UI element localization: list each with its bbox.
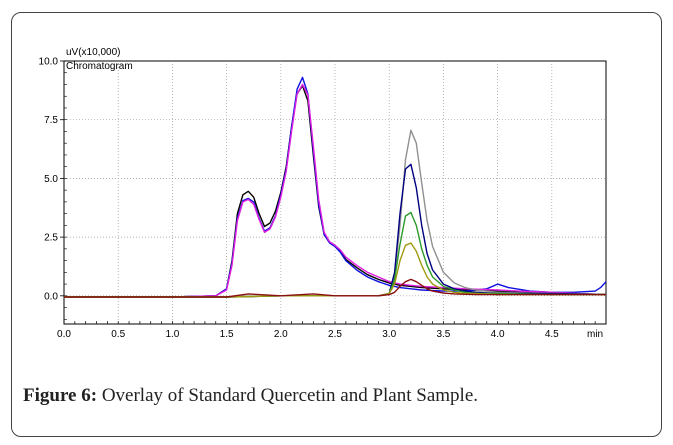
y-tick-label: 2.5 [44,233,58,244]
x-tick-label: 4.5 [545,329,559,340]
figure-caption: Figure 6: Overlay of Standard Quercetin … [23,385,478,407]
series-lines [64,76,607,298]
series-line [64,76,607,298]
x-tick-label: 3.5 [436,329,450,340]
x-tick-label: 0.5 [111,329,125,340]
x-tick-label: 1.0 [165,329,179,340]
x-axis-label: min [587,329,603,340]
chart-title: Chromatogram [66,61,133,72]
y-tick-label: 7.5 [44,115,58,126]
y-axis-label: uV(x10,000) [66,47,120,58]
x-tick-label: 3.0 [382,329,396,340]
figure-caption-text: Overlay of Standard Quercetin and Plant … [101,385,479,406]
y-tick-label: 0.0 [44,291,58,302]
x-tick-label: 2.5 [328,329,342,340]
y-tick-label: 5.0 [44,174,58,185]
x-tick-label: 4.0 [491,329,505,340]
x-tick-label: 2.0 [274,329,288,340]
x-tick-label: 0.0 [57,329,71,340]
figure-label: Figure 6: [23,385,98,406]
y-tick-label: 10.0 [39,57,59,68]
series-line [64,83,607,298]
axis-ticks: 0.0 0.5 1.0 1.5 2.0 2.5 3.0 3.5 4.0 4.5 0.0 2.5 5.0 7… [39,57,607,340]
x-tick-label: 1.5 [220,329,234,340]
series-line [64,278,606,298]
grid-lines [64,61,606,324]
